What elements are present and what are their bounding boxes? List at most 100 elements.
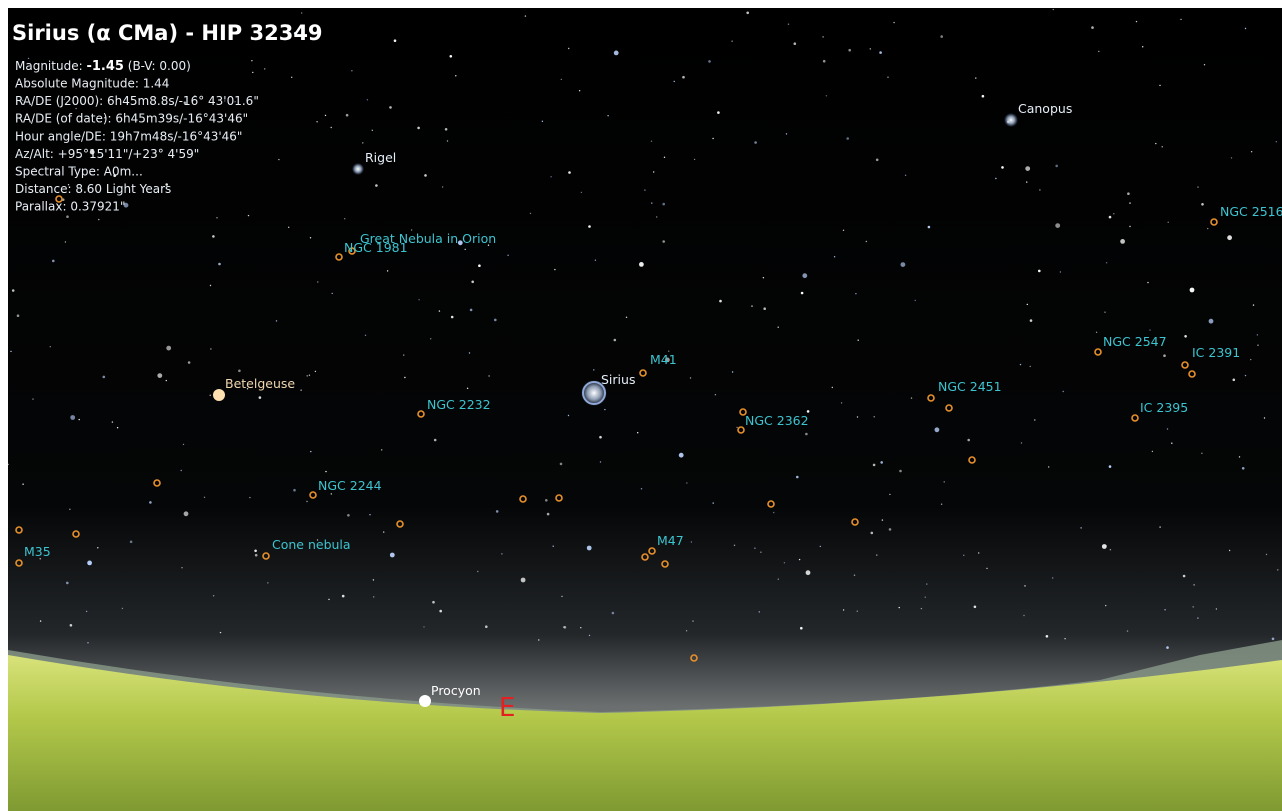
star [87,561,92,566]
star [1142,46,1143,47]
star [713,502,714,503]
star [1245,375,1246,376]
star [580,627,581,628]
star [1129,202,1130,203]
star [805,433,808,436]
star [390,553,395,558]
star [439,310,440,311]
star [682,76,685,79]
star [276,320,277,321]
star [651,141,652,142]
star [22,484,23,485]
star [656,216,657,217]
star [1276,141,1277,142]
star [778,327,779,328]
star [595,260,596,261]
star [1193,584,1194,585]
star [690,377,691,378]
star [381,449,382,450]
dso-label: IC 2391 [1192,345,1240,360]
star-label: Rigel [365,150,396,165]
star [1266,554,1267,555]
star [626,317,627,318]
star [423,626,424,627]
star [1052,577,1053,578]
star [1034,419,1035,420]
star [1272,638,1275,641]
star [887,77,888,78]
star [1239,456,1240,457]
star [928,226,931,229]
info-line: RA/DE (of date): 6h45m39s/-16°43'46" [15,112,248,126]
star [882,519,883,520]
star [212,235,215,238]
star [403,354,404,355]
star [712,138,713,139]
star [1152,451,1153,452]
star [925,597,926,598]
star [568,415,569,416]
star [375,184,378,187]
star [494,319,497,322]
star [691,541,692,542]
star [389,106,392,109]
star-label: Betelgeuse [225,376,295,391]
info-line: Hour angle/DE: 19h7m48s/-16°43'46" [15,129,242,143]
star [846,137,849,140]
star [1207,228,1208,229]
star [7,464,8,465]
star [17,314,20,317]
object-title: Sirius (α CMa) - HIP 32349 [12,21,323,45]
star [166,346,171,351]
star [98,219,99,220]
star [612,612,615,615]
star [373,579,374,580]
star [794,42,797,45]
star [264,68,265,69]
star [717,111,720,114]
star [905,175,906,176]
star [496,510,499,513]
star [915,300,916,301]
star [715,394,716,395]
star [588,225,591,228]
star [1147,282,1148,283]
info-line: Magnitude: -1.45 (B-V: 0.00) [15,59,191,74]
star [70,415,75,420]
star [66,215,69,218]
star [754,141,757,144]
star [1250,359,1251,360]
star [471,281,474,284]
star [796,476,799,479]
star [278,159,279,160]
star [545,499,548,502]
star [686,630,687,631]
star [432,601,435,604]
star [331,127,332,128]
star [267,582,268,583]
star [1242,467,1245,470]
star [1245,28,1246,29]
star [679,453,684,458]
star [736,427,737,428]
star [935,427,940,432]
star [561,596,562,597]
star [940,35,943,38]
star [79,419,80,420]
star [259,396,262,399]
star [639,262,644,267]
star [826,95,827,96]
star [367,99,368,100]
star [899,470,902,473]
star [439,610,442,613]
star [1060,271,1061,272]
star [651,202,652,203]
star [692,620,693,621]
star [550,176,551,177]
star [1020,364,1021,365]
star [252,72,253,73]
star [1030,319,1033,322]
star [857,416,858,417]
star [1229,550,1230,551]
star [1233,379,1236,382]
